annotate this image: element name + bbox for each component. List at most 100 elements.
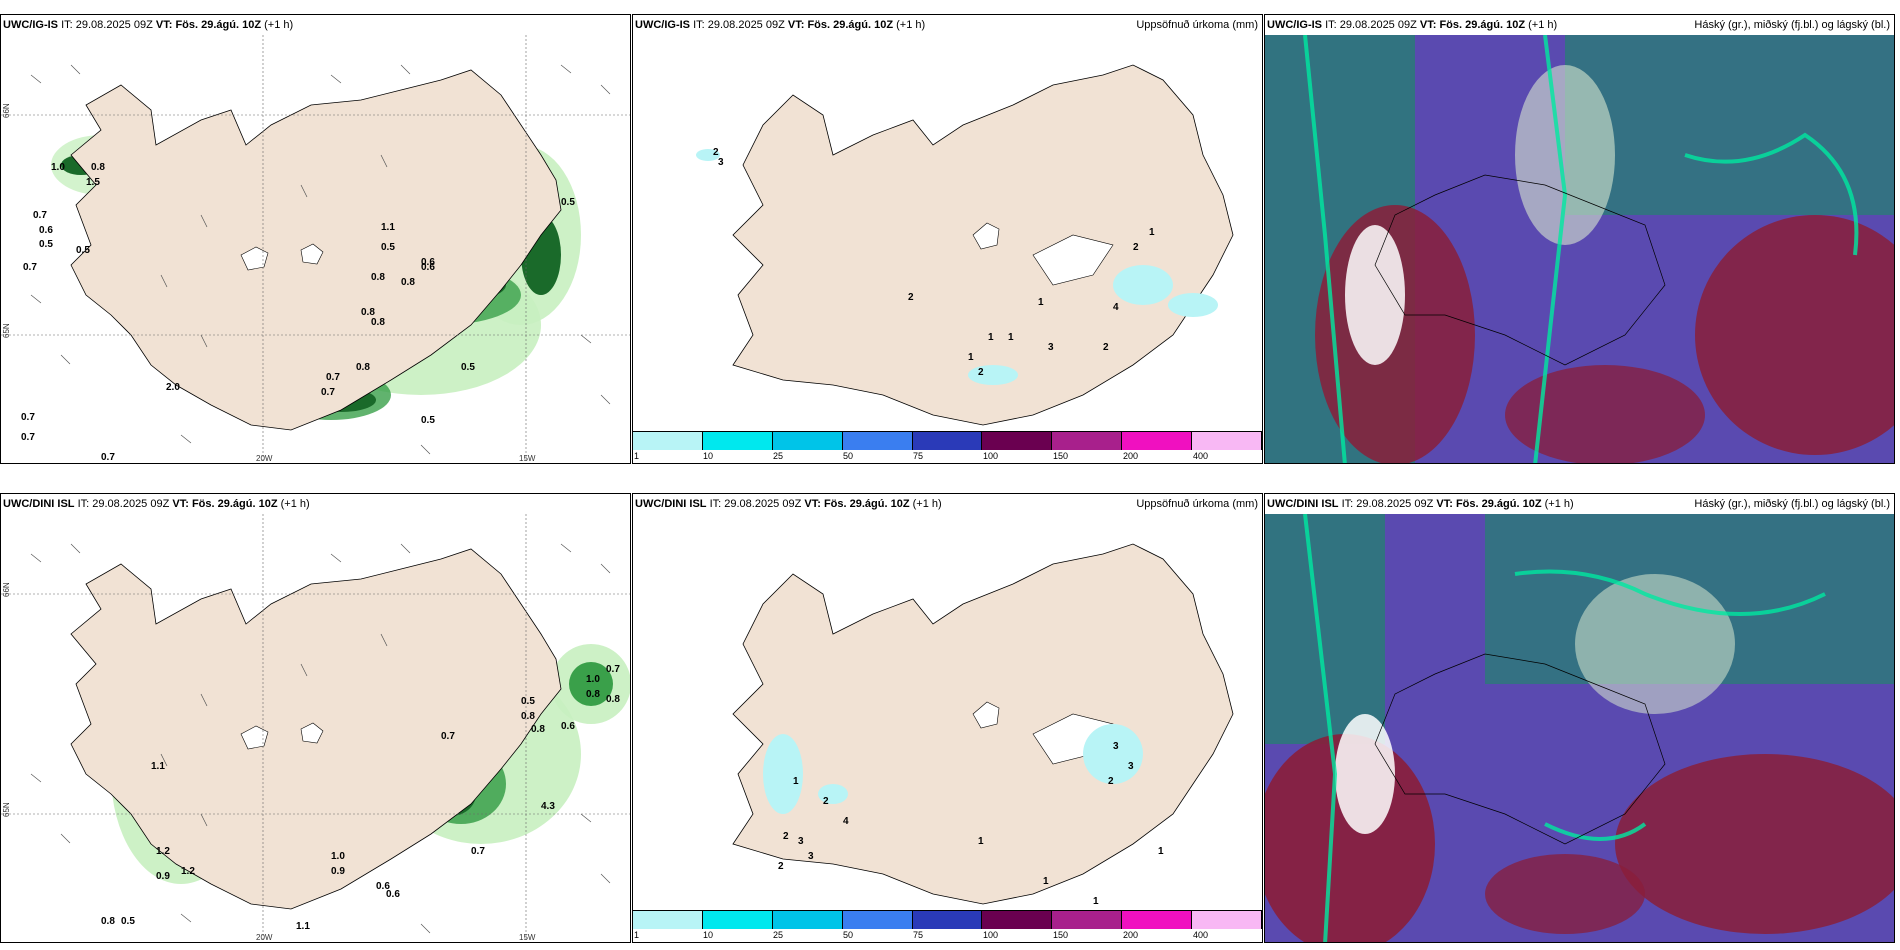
legend-swatch bbox=[1052, 911, 1123, 929]
map-value-label: 0.5 bbox=[121, 916, 135, 927]
legend-swatch bbox=[702, 432, 773, 450]
legend-tick: 10 bbox=[703, 451, 714, 461]
map-value-label: 3 bbox=[808, 851, 814, 862]
map-value-label: 0.7 bbox=[326, 372, 340, 383]
map-value-label: 0.8 bbox=[371, 272, 385, 283]
legend-tick: 100 bbox=[983, 451, 999, 461]
map-value-label: 4 bbox=[843, 816, 849, 827]
legend-swatch bbox=[1192, 432, 1262, 450]
legend-tick: 200 bbox=[1123, 930, 1139, 940]
map-value-label: 0.6 bbox=[386, 889, 400, 900]
wind-map: 1.0 0.81.50.70.60.50.70.51.10.50.8 0.80.60… bbox=[1, 35, 630, 463]
map-value-label: 1 bbox=[1093, 896, 1099, 907]
legend-tick: 200 bbox=[1123, 451, 1139, 461]
map-value-label: 0.7 bbox=[21, 432, 35, 443]
map-value-label: 1 bbox=[1038, 297, 1044, 308]
legend-tick: 100 bbox=[983, 930, 999, 940]
wind-speed-labels: 0.7 1.0 0.8 0.8 0.5 0.8 0.8 0.7 0.6 1.1 1.2 0.9 1.2 1… bbox=[101, 664, 620, 943]
cloud-map-panel-bottom: UWC/DINI ISL IT: 29.08.2025 09Z VT: Fös.… bbox=[1264, 493, 1895, 943]
panel-header: UWC/DINI ISL IT: 29.08.2025 09Z VT: Fös.… bbox=[1, 494, 630, 514]
wind-map-panel-top: UWC/IG-IS IT: 29.08.2025 09Z VT: Fös. 29… bbox=[0, 14, 631, 464]
map-value-label: 1 bbox=[978, 836, 984, 847]
map-value-label: 0.7 bbox=[33, 210, 47, 221]
map-value-label: 0.8 bbox=[521, 711, 535, 722]
legend-tick: 150 bbox=[1053, 930, 1069, 940]
map-value-label: 3 bbox=[1048, 342, 1054, 353]
map-value-label: 0.5 bbox=[561, 197, 575, 208]
panel-header: UWC/IG-IS IT: 29.08.2025 09Z VT: Fös. 29… bbox=[1, 15, 630, 35]
map-value-label: 0.8 bbox=[356, 362, 370, 373]
map-value-label: 0.7 bbox=[606, 664, 620, 675]
legend-tick: 50 bbox=[843, 930, 854, 940]
map-value-label: 0.7 bbox=[23, 262, 37, 273]
map-value-label: 2 bbox=[1108, 776, 1114, 787]
map-value-label: 2 bbox=[1103, 342, 1109, 353]
legend-tick: 25 bbox=[773, 451, 784, 461]
map-value-label: 1.2 bbox=[156, 846, 170, 857]
map-value-label: 2.0 bbox=[166, 382, 180, 393]
legend-swatch bbox=[982, 432, 1053, 450]
legend-swatch bbox=[772, 911, 843, 929]
map-value-label: 0.5 bbox=[381, 242, 395, 253]
legend-tick: 150 bbox=[1053, 451, 1069, 461]
map-value-label: 2 bbox=[713, 147, 719, 158]
map-value-label: 0.9 bbox=[331, 866, 345, 877]
map-value-label: 0.7 bbox=[21, 412, 35, 423]
map-value-label: 0.5 bbox=[39, 239, 53, 250]
map-value-label: 0.5 bbox=[461, 362, 475, 373]
map-value-label: 1 bbox=[1008, 332, 1014, 343]
legend-colorbar bbox=[633, 431, 1262, 450]
map-value-label: 1.0 bbox=[51, 162, 65, 173]
precip-legend: 1 10 25 50 75 100 150 200 400 bbox=[633, 910, 1262, 942]
map-value-label: 1.1 bbox=[296, 921, 310, 932]
cloud-map bbox=[1265, 35, 1894, 463]
legend-tick: 1 bbox=[634, 930, 640, 940]
panel-header: UWC/DINI ISL IT: 29.08.2025 09Z VT: Fös.… bbox=[633, 494, 1262, 514]
map-value-label: 1 bbox=[988, 332, 994, 343]
map-value-label: 3 bbox=[1128, 761, 1134, 772]
map-value-label: 0.7 bbox=[441, 731, 455, 742]
map-value-label: 0.8 bbox=[91, 162, 105, 173]
map-value-label: 1.0 bbox=[586, 674, 600, 685]
map-value-label: 3 bbox=[1113, 741, 1119, 752]
map-value-label: 3 bbox=[798, 836, 804, 847]
map-value-label: 1 bbox=[968, 352, 974, 363]
svg-text:65N: 65N bbox=[2, 802, 11, 817]
map-value-label: 0.8 bbox=[606, 694, 620, 705]
svg-text:66N: 66N bbox=[2, 582, 11, 597]
map-value-label: 0.6 bbox=[39, 225, 53, 236]
map-value-label: 0.8 bbox=[101, 916, 115, 927]
precip-legend: 1 10 25 50 75 100 150 200 400 bbox=[633, 431, 1262, 463]
map-value-label: 0.6 bbox=[561, 721, 575, 732]
precip-map: 23121112423211 bbox=[633, 35, 1262, 433]
svg-text:15W: 15W bbox=[519, 933, 536, 942]
svg-text:15W: 15W bbox=[519, 454, 536, 463]
map-value-label: 1.2 bbox=[181, 866, 195, 877]
legend-tick: 25 bbox=[773, 930, 784, 940]
map-value-label: 4 bbox=[1113, 302, 1119, 313]
map-value-label: 3 bbox=[718, 157, 724, 168]
legend-tick: 1 bbox=[634, 451, 640, 461]
map-value-label: 0.7 bbox=[286, 941, 300, 943]
svg-text:20W: 20W bbox=[256, 454, 273, 463]
legend-tick: 50 bbox=[843, 451, 854, 461]
map-value-label: 0.5 bbox=[76, 245, 90, 256]
map-value-label: 1.0 bbox=[331, 851, 345, 862]
map-value-label: 1.1 bbox=[381, 222, 395, 233]
legend-swatch bbox=[982, 911, 1053, 929]
legend-tick: 400 bbox=[1193, 451, 1209, 461]
precip-shading bbox=[696, 149, 1218, 385]
map-value-label: 0.5 bbox=[521, 696, 535, 707]
map-value-label: 0.8 bbox=[371, 317, 385, 328]
wind-barbs bbox=[30, 64, 611, 455]
wind-map-panel-bottom: UWC/DINI ISL IT: 29.08.2025 09Z VT: Fös.… bbox=[0, 493, 631, 943]
legend-swatch bbox=[1192, 911, 1262, 929]
map-value-label: 2 bbox=[1133, 242, 1139, 253]
map-value-label: 2 bbox=[823, 796, 829, 807]
map-value-label: 0.6 bbox=[421, 262, 435, 273]
precip-map-panel-top: UWC/IG-IS IT: 29.08.2025 09Z VT: Fös. 29… bbox=[632, 14, 1263, 464]
cloud-map bbox=[1265, 514, 1894, 942]
legend-swatch bbox=[1122, 432, 1193, 450]
map-value-label: 1 bbox=[1149, 227, 1155, 238]
